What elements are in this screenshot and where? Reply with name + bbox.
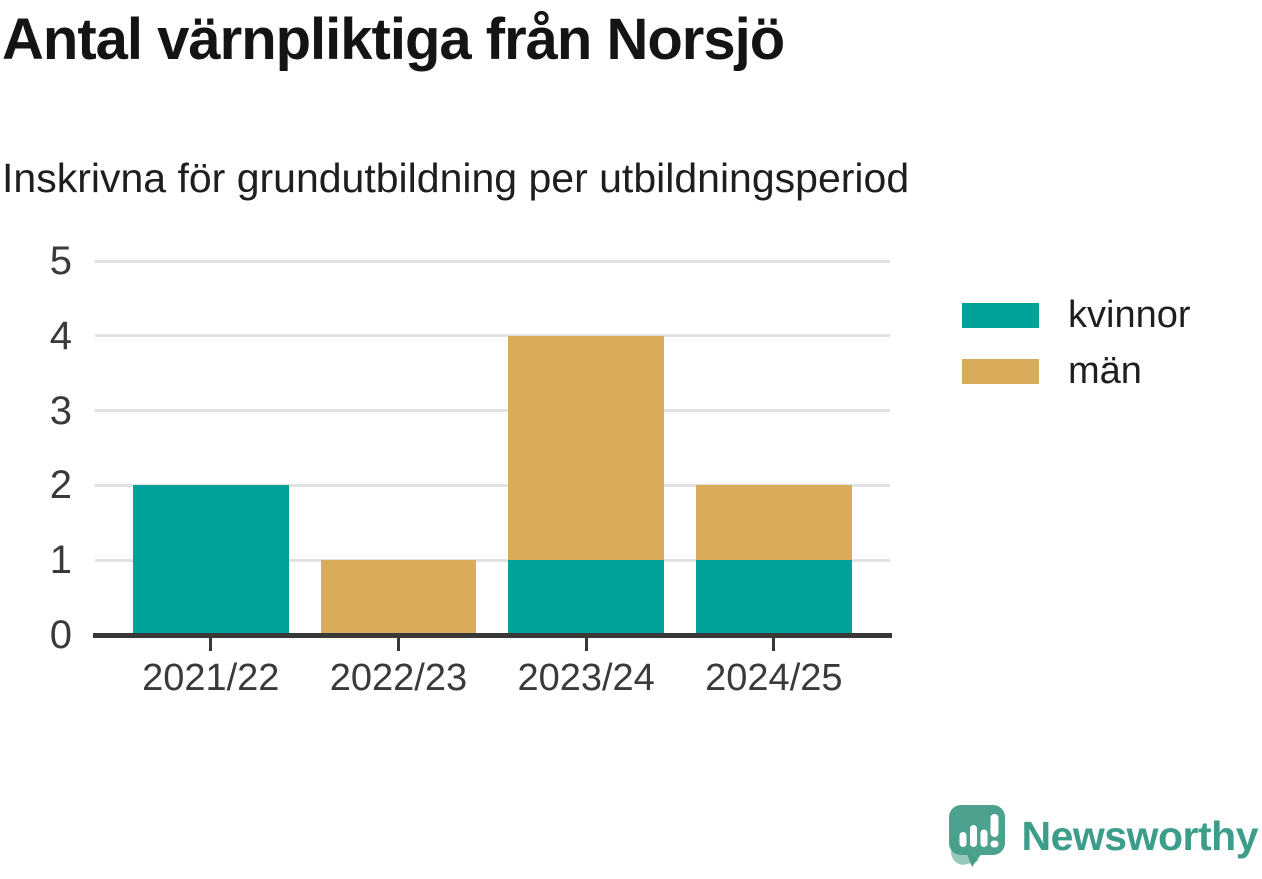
- y-tick-label-2: 2: [49, 463, 72, 508]
- x-tick-2023-24: [584, 638, 588, 651]
- chart-subtitle: Inskrivna för grundutbildning per utbild…: [2, 155, 910, 201]
- legend: kvinnor män: [962, 294, 1191, 415]
- gridline-y1: [95, 558, 890, 562]
- y-tick-label-3: 3: [49, 388, 72, 433]
- x-tick-2024-25: [772, 638, 776, 651]
- bar-segment-kvinnor-2024-25: [696, 560, 852, 635]
- gridline-y2: [95, 483, 890, 487]
- legend-item-män: män: [962, 350, 1191, 392]
- x-tick-label-2024-25: 2024/25: [705, 657, 843, 699]
- legend-label-kvinnor: kvinnor: [1068, 294, 1191, 336]
- legend-item-kvinnor: kvinnor: [962, 294, 1191, 336]
- y-tick-label-4: 4: [49, 313, 72, 358]
- x-tick-2021-22: [209, 638, 213, 651]
- legend-swatch-kvinnor: [962, 303, 1039, 328]
- y-tick-label-5: 5: [49, 239, 72, 283]
- brand-wordmark: Newsworthy: [1021, 812, 1259, 859]
- legend-label-män: män: [1068, 350, 1142, 392]
- legend-swatch-män: [962, 359, 1039, 384]
- bar-segment-män-2022-23: [320, 560, 477, 635]
- y-tick-label-0: 0: [49, 613, 72, 657]
- gridline-y3: [95, 409, 890, 413]
- gridline-y5: [95, 259, 890, 263]
- x-axis-line: [93, 633, 892, 638]
- bar-segment-kvinnor-2023-24: [508, 560, 664, 635]
- x-tick-2022-23: [396, 638, 400, 651]
- y-tick-label-1: 1: [49, 538, 72, 583]
- newsworthy-logo-icon: [948, 805, 1005, 867]
- bar-segment-kvinnor-2021-22: [133, 485, 289, 635]
- x-tick-label-2021-22: 2021/22: [142, 657, 280, 699]
- bar-segment-män-2023-24: [508, 335, 664, 561]
- x-tick-label-2023-24: 2023/24: [517, 657, 655, 699]
- x-tick-label-2022-23: 2022/23: [329, 657, 468, 699]
- bar-segment-män-2024-25: [696, 485, 852, 561]
- chart-title: Antal värnpliktiga från Norsjö: [2, 7, 785, 72]
- brand-footer: Newsworthy: [948, 805, 1259, 867]
- plot-area: [95, 259, 890, 635]
- gridline-y4: [95, 334, 890, 338]
